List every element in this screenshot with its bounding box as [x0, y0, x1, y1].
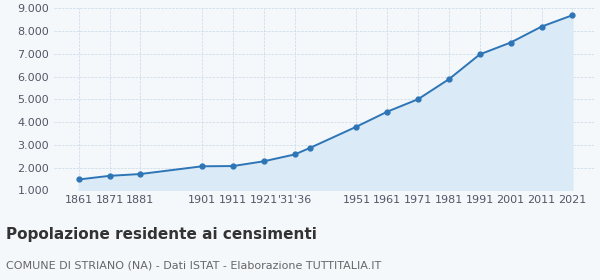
- Text: Popolazione residente ai censimenti: Popolazione residente ai censimenti: [6, 227, 317, 242]
- Text: COMUNE DI STRIANO (NA) - Dati ISTAT - Elaborazione TUTTITALIA.IT: COMUNE DI STRIANO (NA) - Dati ISTAT - El…: [6, 261, 381, 271]
